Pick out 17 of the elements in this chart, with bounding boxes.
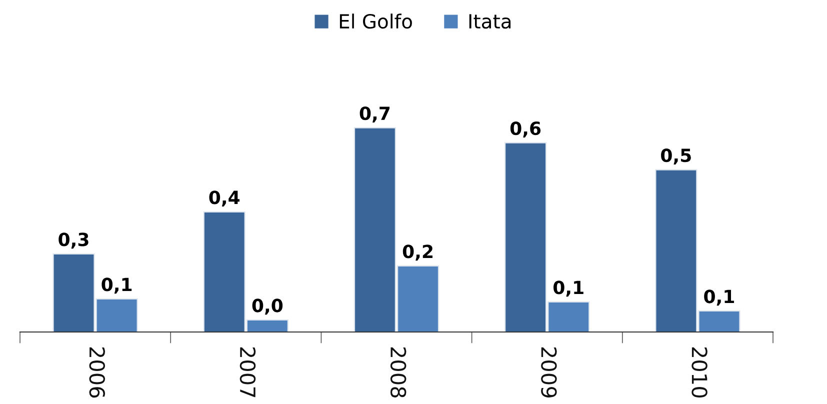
x-tick-label: 2007 (240, 347, 256, 398)
legend-label: El Golfo (340, 14, 412, 29)
data-label: 0,1 (704, 290, 734, 306)
x-tick-label: 2006 (89, 347, 106, 398)
x-tick-label: 2008 (390, 347, 406, 398)
data-label: 0,4 (209, 190, 240, 207)
x-tick-label: 2009 (541, 347, 557, 398)
data-label: 0,0 (252, 298, 283, 315)
data-label: 0,2 (402, 244, 432, 261)
data-label: 0,3 (58, 232, 88, 249)
x-tick-label: 2010 (692, 347, 708, 398)
data-label: 0,5 (661, 148, 691, 164)
data-label: 0,7 (360, 106, 390, 122)
data-label: 0,1 (102, 278, 132, 294)
legend-label: Itata (469, 14, 511, 29)
data-label: 0,6 (510, 121, 541, 138)
data-label: 0,1 (554, 280, 584, 297)
